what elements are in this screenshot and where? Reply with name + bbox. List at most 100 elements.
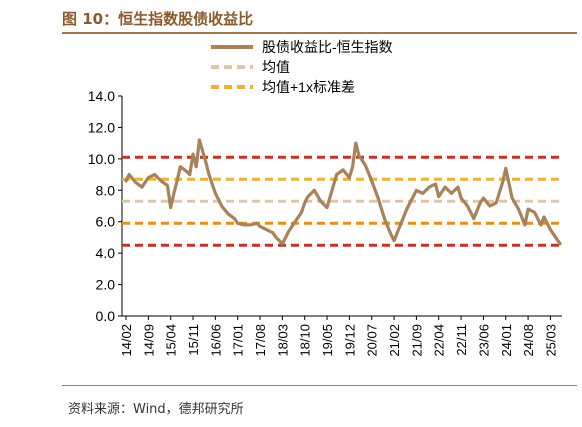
data-point bbox=[319, 199, 323, 203]
data-point bbox=[456, 185, 460, 189]
data-point bbox=[153, 173, 157, 176]
data-point bbox=[488, 204, 492, 208]
data-point bbox=[405, 207, 409, 211]
data-point bbox=[249, 223, 252, 227]
x-tick-label: 24/08 bbox=[521, 324, 536, 357]
data-point bbox=[287, 229, 291, 233]
data-point bbox=[389, 232, 393, 236]
y-tick-label: 6.0 bbox=[96, 214, 116, 230]
x-tick-label: 19/05 bbox=[320, 324, 335, 357]
series-group bbox=[124, 138, 562, 246]
data-point bbox=[265, 228, 268, 231]
figure-title: 图 10：恒生指数股债收益比 bbox=[62, 10, 254, 28]
x-tick-label: 18/10 bbox=[298, 324, 313, 357]
y-tick-label: 4.0 bbox=[96, 245, 116, 261]
y-tick-label: 8.0 bbox=[96, 182, 116, 198]
data-point bbox=[341, 168, 345, 172]
data-point bbox=[459, 196, 463, 200]
data-point bbox=[134, 181, 137, 184]
data-point bbox=[236, 221, 240, 225]
x-tick-label: 18/03 bbox=[275, 324, 290, 357]
data-point bbox=[233, 217, 236, 220]
data-point bbox=[226, 212, 230, 216]
data-point bbox=[443, 185, 447, 189]
x-tick-label: 15/11 bbox=[186, 324, 201, 356]
data-point bbox=[169, 206, 173, 209]
x-tick-label: 23/06 bbox=[476, 324, 491, 357]
x-tick-label: 17/01 bbox=[231, 324, 246, 357]
x-tick-label: 21/09 bbox=[409, 324, 424, 357]
data-point bbox=[466, 204, 469, 208]
title-rule bbox=[62, 32, 577, 34]
data-point bbox=[517, 207, 520, 211]
reference-lines bbox=[122, 155, 562, 247]
data-point bbox=[207, 173, 211, 176]
data-point bbox=[376, 196, 380, 200]
data-point bbox=[300, 210, 303, 214]
data-point bbox=[242, 223, 246, 227]
data-point bbox=[188, 173, 192, 176]
x-tick-label: 19/12 bbox=[342, 324, 357, 357]
data-point bbox=[293, 220, 297, 224]
data-point bbox=[437, 195, 441, 198]
data-point bbox=[197, 138, 201, 142]
x-tick-label: 22/11 bbox=[454, 324, 469, 356]
data-point bbox=[510, 196, 514, 200]
data-point bbox=[351, 165, 354, 169]
y-tick-label: 2.0 bbox=[96, 277, 116, 293]
data-point bbox=[140, 185, 144, 189]
x-tick-label: 21/02 bbox=[387, 324, 402, 357]
data-point bbox=[533, 210, 536, 214]
data-point bbox=[421, 192, 425, 195]
data-point bbox=[347, 176, 351, 180]
data-point bbox=[213, 192, 217, 195]
y-tick-label: 10.0 bbox=[88, 151, 115, 167]
data-point bbox=[175, 179, 179, 183]
data-point bbox=[194, 165, 198, 169]
data-point bbox=[482, 196, 485, 200]
data-point bbox=[335, 173, 339, 176]
x-tick-label: 14/09 bbox=[141, 324, 156, 357]
data-point bbox=[220, 204, 224, 208]
x-tick-label: 16/06 bbox=[208, 324, 223, 357]
data-point bbox=[191, 152, 195, 156]
legend-label-2: 均值+1x标准差 bbox=[262, 79, 355, 95]
x-tick-label: 20/07 bbox=[365, 324, 380, 357]
data-point bbox=[185, 170, 189, 173]
data-point bbox=[552, 232, 556, 236]
y-tick-label: 14.0 bbox=[88, 88, 115, 104]
y-tick-label: 12.0 bbox=[88, 119, 115, 135]
data-point bbox=[392, 239, 396, 242]
data-point bbox=[478, 201, 482, 205]
data-point bbox=[303, 201, 307, 205]
data-point bbox=[383, 217, 386, 220]
x-tick-label: 24/01 bbox=[499, 324, 514, 357]
footer-rule bbox=[62, 385, 577, 386]
data-point bbox=[258, 225, 262, 228]
data-point bbox=[411, 195, 415, 198]
data-point bbox=[159, 179, 163, 183]
data-point bbox=[201, 149, 204, 153]
data-point bbox=[178, 165, 182, 169]
x-axis: 14/02 14/09 15/04 15/11 16/06 17/01 17/08 18/03… bbox=[119, 315, 562, 357]
data-point bbox=[427, 185, 431, 189]
data-point bbox=[255, 221, 259, 225]
data-point bbox=[124, 179, 128, 183]
y-tick-label: 0.0 bbox=[96, 308, 116, 324]
data-point bbox=[332, 184, 335, 187]
data-point bbox=[539, 223, 543, 227]
source-note: 资料来源：Wind，德邦研究所 bbox=[68, 402, 244, 417]
data-point bbox=[166, 184, 169, 187]
x-tick-label: 15/04 bbox=[164, 324, 179, 357]
data-point bbox=[280, 242, 284, 246]
data-point bbox=[172, 192, 176, 195]
data-point bbox=[504, 166, 508, 170]
data-point bbox=[558, 242, 562, 246]
data-point bbox=[271, 231, 275, 235]
x-tick-label: 14/02 bbox=[119, 324, 134, 357]
data-point bbox=[542, 215, 546, 219]
data-point bbox=[523, 223, 527, 227]
data-point bbox=[127, 173, 131, 176]
data-point bbox=[450, 192, 453, 195]
chart: 0.0 2.0 4.0 6.0 8.0 10.0 12.0 14.0 14/02 14/09 15… bbox=[88, 39, 562, 357]
